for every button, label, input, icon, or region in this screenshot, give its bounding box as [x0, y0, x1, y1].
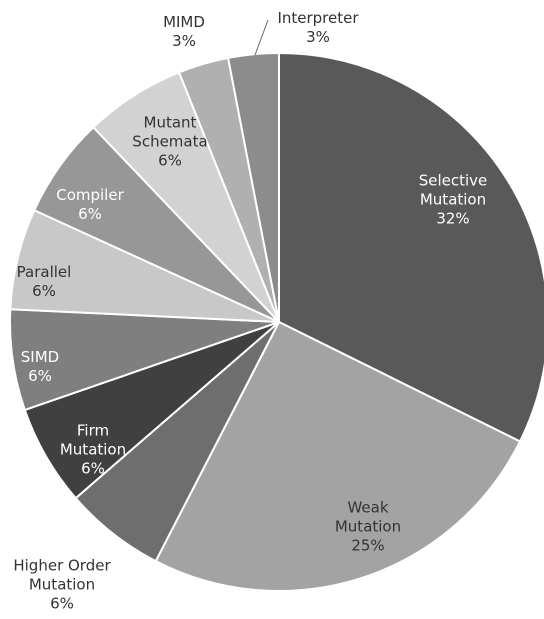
leader-line [254, 19, 269, 56]
category-name: Selective Mutation [418, 171, 488, 209]
category-name: Interpreter [277, 9, 359, 27]
percent-label: 3% [306, 28, 330, 46]
percent-label: 3% [172, 32, 196, 50]
slice-label: SIMD 6% [5, 348, 75, 386]
category-name: Mutant Schemata [132, 113, 208, 151]
slice-label: Higher Order Mutation 6% [7, 557, 117, 614]
slice-label: Firm Mutation 6% [48, 422, 138, 479]
category-name: Higher Order Mutation [13, 556, 111, 594]
slice-label: Mutant Schemata 6% [125, 114, 215, 171]
pie-slice [154, 320, 522, 592]
category-name: SIMD [20, 348, 60, 366]
percent-label: 32% [436, 209, 470, 228]
slice-label: Selective Mutation 32% [393, 172, 513, 229]
slice-label: Compiler 6% [45, 186, 135, 224]
percent-label: 6% [32, 282, 56, 300]
percent-label: 6% [50, 594, 74, 613]
percent-label: 6% [28, 367, 52, 385]
category-name: Parallel [16, 263, 72, 281]
category-name: Firm Mutation [59, 421, 127, 459]
percent-label: 6% [158, 151, 182, 170]
category-name: MIMD [163, 13, 205, 31]
slice-label: Interpreter 3% [263, 9, 373, 47]
percent-label: 6% [78, 205, 102, 223]
slice-label: MIMD 3% [154, 13, 214, 51]
category-name: Weak Mutation [334, 498, 402, 536]
pie-slice [278, 51, 544, 443]
percent-label: 25% [351, 536, 385, 555]
percent-label: 6% [81, 459, 105, 478]
slice-label: Parallel 6% [4, 263, 84, 301]
slice-label: Weak Mutation 25% [313, 499, 423, 556]
category-name: Compiler [56, 186, 124, 204]
pie-slice [226, 51, 280, 323]
